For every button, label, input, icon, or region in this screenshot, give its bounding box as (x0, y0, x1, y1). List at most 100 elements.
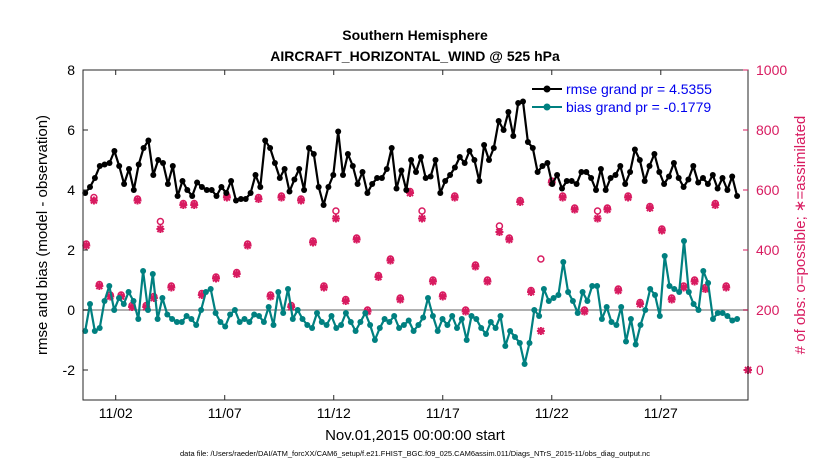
obs-assimilated-stroke (495, 228, 504, 236)
obs-assimilated-stroke (386, 256, 395, 265)
bias-point (367, 322, 374, 328)
y-tick-label: 6 (67, 122, 75, 138)
obs-assimilated-point (711, 201, 720, 209)
obs-assimilated-point (243, 241, 252, 250)
legend: rmse grand pr = 4.5355 bias grand pr = -… (532, 81, 712, 115)
rmse-point (242, 196, 249, 202)
x-tick-label: 11/22 (535, 405, 569, 421)
bias-point (661, 253, 668, 259)
obs-assimilated-stroke (471, 262, 480, 271)
obs-assimilated-point (570, 205, 579, 214)
bias-point (125, 289, 132, 295)
bias-point (705, 280, 712, 286)
obs-assimilated-point (505, 235, 514, 244)
bias-point (434, 328, 441, 334)
obs-assimilated-stroke (483, 277, 492, 286)
rmse-point (656, 169, 663, 175)
rmse-point (160, 160, 166, 166)
rmse-point (189, 193, 196, 199)
obs-assimilated-point (156, 225, 165, 233)
bias-point (560, 259, 567, 265)
obs-assimilated-stroke (527, 288, 535, 296)
rmse-point (568, 178, 575, 184)
obs-assimilated-point (418, 214, 427, 223)
bias-point (603, 304, 610, 310)
bias-point (594, 283, 601, 289)
rmse-point (388, 145, 395, 151)
bias-point (270, 322, 277, 328)
bias-point (618, 304, 625, 310)
obs-assimilated-stroke (439, 292, 447, 301)
obs-assimilated-stroke (624, 193, 632, 202)
bias-point (598, 316, 605, 322)
rmse-point (374, 175, 381, 181)
rmse-point (729, 173, 736, 180)
obs-assimilated-point (516, 198, 525, 206)
bias-point (536, 313, 543, 319)
bias-point (333, 325, 340, 331)
obs-assimilated-stroke (277, 193, 286, 202)
rmse-point (126, 166, 132, 172)
rmse-point (481, 142, 488, 148)
obs-assimilated-stroke (167, 283, 176, 292)
obs-assimilated-stroke (95, 282, 104, 290)
bias-point (497, 313, 504, 319)
obs-assimilated-point (614, 286, 623, 295)
bias-point (120, 301, 127, 307)
bias-point (690, 301, 697, 307)
rmse-point (296, 166, 303, 172)
bias-point (473, 316, 480, 322)
bias-point (202, 289, 209, 295)
bias-point (352, 328, 359, 334)
rmse-point (622, 181, 629, 187)
obs-assimilated-stroke (570, 205, 579, 214)
rmse-point (413, 169, 419, 175)
bias-point (526, 340, 533, 346)
bias-point (685, 289, 692, 295)
obs-assimilated-point (374, 273, 383, 281)
bias-point (130, 298, 137, 304)
rmse-point (228, 178, 235, 184)
y2-tick-label: 400 (756, 242, 780, 258)
obs-assimilated-point (438, 292, 447, 301)
obs-assimilated-point (657, 226, 666, 235)
rmse-point (213, 193, 220, 199)
obs-assimilated-point (212, 274, 220, 283)
obs-assimilated-stroke (309, 238, 317, 247)
rmse-point (315, 184, 322, 190)
obs-assimilated-stroke (711, 201, 720, 209)
bias-point (82, 328, 89, 334)
rmse-point (91, 175, 98, 181)
chart-title: Southern Hemisphere (342, 27, 488, 43)
bias-point (671, 286, 678, 292)
bias-point (410, 328, 417, 334)
bias-point (96, 325, 103, 331)
rmse-point (651, 151, 658, 157)
rmse-point (96, 163, 103, 169)
bias-point (159, 295, 166, 301)
rmse-point (369, 181, 376, 187)
rmse-point (578, 169, 585, 175)
obs-assimilated-point (580, 307, 589, 316)
rmse-point (121, 181, 128, 187)
rmse-point (471, 157, 478, 163)
rmse-point (554, 172, 561, 178)
rmse-point (398, 167, 405, 174)
y2-tick-label: 1000 (756, 62, 787, 78)
rmse-point (597, 166, 604, 172)
rmse-point (685, 176, 692, 183)
rmse-point (276, 175, 283, 181)
rmse-point (524, 139, 531, 145)
bias-point (338, 322, 345, 328)
rmse-point (719, 175, 726, 181)
obs-possible-point (418, 207, 426, 215)
bias-point (188, 316, 195, 322)
bias-point (116, 295, 122, 301)
obs-assimilated-point (133, 196, 142, 205)
obs-assimilated-point (89, 196, 98, 205)
chart-subtitle: AIRCRAFT_HORIZONTAL_WIND @ 525 hPa (270, 48, 560, 64)
bias-point (198, 307, 205, 313)
obs-assimilated-stroke (396, 295, 404, 304)
rmse-point (340, 172, 346, 178)
bias-point (454, 325, 460, 331)
